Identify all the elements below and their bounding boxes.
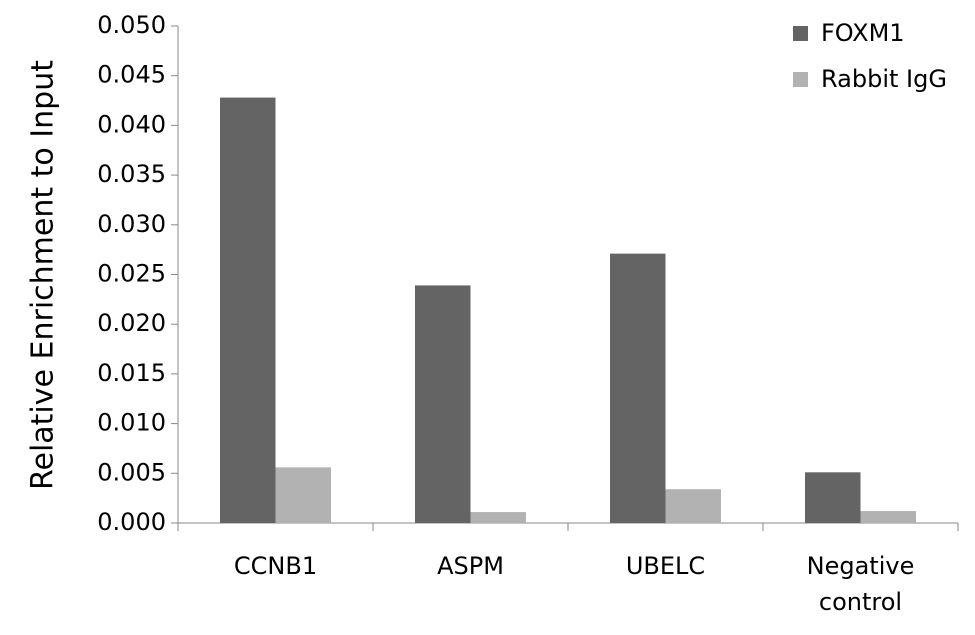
legend-swatch bbox=[793, 72, 808, 87]
y-tick-label: 0.025 bbox=[97, 260, 166, 288]
bar bbox=[665, 489, 721, 523]
y-tick-label: 0.030 bbox=[97, 210, 166, 238]
legend-label: Rabbit IgG bbox=[821, 65, 947, 93]
x-tick-label: ASPM bbox=[437, 552, 504, 580]
y-tick-label: 0.005 bbox=[97, 458, 166, 486]
bar bbox=[470, 512, 526, 523]
x-tick-label: UBELC bbox=[625, 552, 706, 580]
bar bbox=[220, 97, 276, 524]
legend-swatch bbox=[793, 26, 808, 41]
y-tick-label: 0.050 bbox=[97, 11, 166, 39]
bar bbox=[805, 472, 861, 523]
x-tick-label: Negative control bbox=[806, 552, 915, 616]
bar bbox=[275, 467, 331, 523]
bar bbox=[415, 285, 471, 523]
y-tick-label: 0.015 bbox=[97, 359, 166, 387]
bar bbox=[860, 511, 916, 523]
y-tick-label: 0.000 bbox=[97, 508, 166, 536]
legend-label: FOXM1 bbox=[821, 19, 905, 47]
bar bbox=[610, 253, 666, 523]
y-tick-label: 0.020 bbox=[97, 309, 166, 337]
y-tick-label: 0.035 bbox=[97, 160, 166, 188]
y-tick-label: 0.045 bbox=[97, 61, 166, 89]
y-tick-label: 0.010 bbox=[97, 409, 166, 437]
y-axis-label: Relative Enrichment to Input bbox=[26, 60, 61, 490]
y-tick-label: 0.040 bbox=[97, 110, 166, 138]
x-tick-label: CCNB1 bbox=[233, 552, 318, 580]
